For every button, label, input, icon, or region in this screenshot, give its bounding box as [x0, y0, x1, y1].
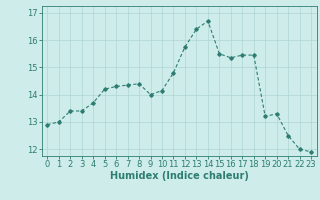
- X-axis label: Humidex (Indice chaleur): Humidex (Indice chaleur): [110, 171, 249, 181]
